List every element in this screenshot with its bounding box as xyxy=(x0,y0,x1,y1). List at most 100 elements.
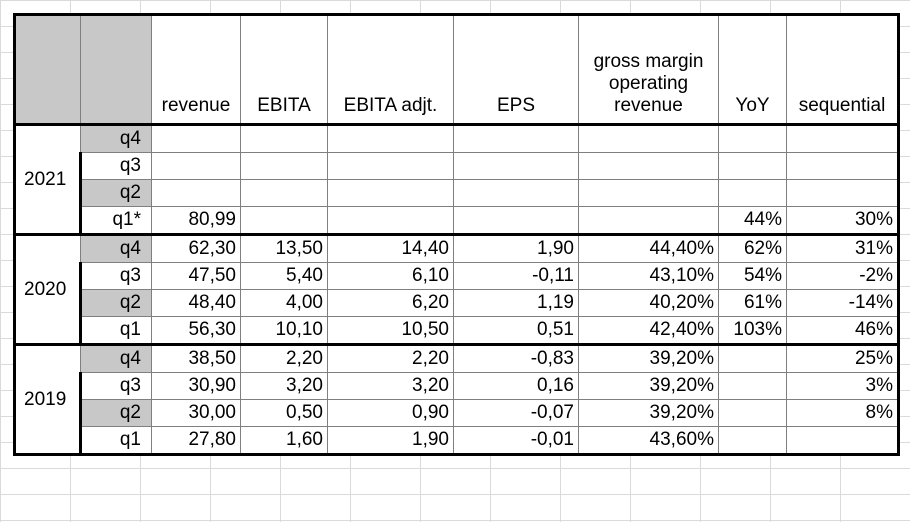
revenue-cell[interactable]: 27,80 xyxy=(151,426,241,456)
gross-margin-cell[interactable]: 39,20% xyxy=(578,372,719,400)
revenue-cell[interactable] xyxy=(151,123,241,153)
revenue-cell[interactable]: 47,50 xyxy=(151,262,241,290)
eps-cell[interactable]: 0,51 xyxy=(453,316,579,345)
ebita-cell[interactable]: 0,50 xyxy=(240,399,328,427)
eps-cell[interactable]: 1,19 xyxy=(453,289,579,317)
gross-margin-cell[interactable]: 44,40% xyxy=(578,233,719,263)
sequential-cell[interactable] xyxy=(786,152,900,180)
ebita-cell[interactable] xyxy=(240,179,328,207)
year-cell[interactable]: 2019 xyxy=(13,343,81,455)
quarter-cell[interactable]: q4 xyxy=(80,123,152,153)
ebita-adjt-cell[interactable] xyxy=(327,123,454,153)
gross-margin-cell[interactable]: 43,10% xyxy=(578,262,719,290)
quarter-cell[interactable]: q1 xyxy=(79,316,152,345)
revenue-cell[interactable] xyxy=(151,179,241,207)
ebita-cell[interactable] xyxy=(240,152,328,180)
sequential-cell[interactable] xyxy=(786,179,900,207)
ebita-cell[interactable]: 5,40 xyxy=(240,262,328,290)
header-sequential[interactable]: sequential xyxy=(786,14,900,125)
gross-margin-cell[interactable] xyxy=(578,206,719,235)
ebita-cell[interactable] xyxy=(240,123,328,153)
yoy-cell[interactable] xyxy=(718,179,787,207)
gross-margin-cell[interactable]: 40,20% xyxy=(578,289,719,317)
revenue-cell[interactable] xyxy=(151,152,241,180)
yoy-cell[interactable]: 54% xyxy=(718,262,787,290)
revenue-cell[interactable]: 62,30 xyxy=(151,233,241,263)
yoy-cell[interactable]: 103% xyxy=(718,316,787,345)
yoy-cell[interactable]: 61% xyxy=(718,289,787,317)
header-ebita-adjt[interactable]: EBITA adjt. xyxy=(327,14,454,125)
yoy-cell[interactable] xyxy=(718,343,787,373)
quarter-cell[interactable]: q2 xyxy=(79,289,152,317)
header-year-cell[interactable] xyxy=(13,14,81,125)
sequential-cell[interactable]: -14% xyxy=(786,289,900,317)
header-quarter-cell[interactable] xyxy=(80,14,152,125)
ebita-cell[interactable]: 4,00 xyxy=(240,289,328,317)
quarter-cell[interactable]: q3 xyxy=(79,372,152,400)
gross-margin-cell[interactable]: 43,60% xyxy=(578,426,719,456)
revenue-cell[interactable]: 48,40 xyxy=(151,289,241,317)
yoy-cell[interactable] xyxy=(718,399,787,427)
ebita-adjt-cell[interactable]: 0,90 xyxy=(327,399,454,427)
quarter-cell[interactable]: q3 xyxy=(79,152,152,180)
eps-cell[interactable] xyxy=(453,123,579,153)
sequential-cell[interactable]: 30% xyxy=(786,206,900,235)
sequential-cell[interactable] xyxy=(786,426,900,456)
eps-cell[interactable]: 0,16 xyxy=(453,372,579,400)
yoy-cell[interactable] xyxy=(718,152,787,180)
ebita-adjt-cell[interactable]: 3,20 xyxy=(327,372,454,400)
sequential-cell[interactable]: 46% xyxy=(786,316,900,345)
yoy-cell[interactable]: 62% xyxy=(718,233,787,263)
ebita-cell[interactable]: 2,20 xyxy=(240,343,328,373)
gross-margin-cell[interactable]: 39,20% xyxy=(578,343,719,373)
yoy-cell[interactable] xyxy=(718,372,787,400)
ebita-adjt-cell[interactable]: 1,90 xyxy=(327,426,454,456)
ebita-adjt-cell[interactable]: 6,10 xyxy=(327,262,454,290)
sequential-cell[interactable]: 3% xyxy=(786,372,900,400)
sequential-cell[interactable] xyxy=(786,123,900,153)
yoy-cell[interactable]: 44% xyxy=(718,206,787,235)
header-yoy[interactable]: YoY xyxy=(718,14,787,125)
ebita-adjt-cell[interactable] xyxy=(327,152,454,180)
ebita-cell[interactable]: 1,60 xyxy=(240,426,328,456)
quarter-cell[interactable]: q1* xyxy=(79,206,152,235)
revenue-cell[interactable]: 80,99 xyxy=(151,206,241,235)
yoy-cell[interactable] xyxy=(718,426,787,456)
year-cell[interactable]: 2020 xyxy=(13,233,81,345)
eps-cell[interactable] xyxy=(453,152,579,180)
ebita-adjt-cell[interactable]: 2,20 xyxy=(327,343,454,373)
quarter-cell[interactable]: q3 xyxy=(79,262,152,290)
year-cell[interactable]: 2021 xyxy=(13,123,81,235)
sequential-cell[interactable]: -2% xyxy=(786,262,900,290)
ebita-adjt-cell[interactable]: 10,50 xyxy=(327,316,454,345)
eps-cell[interactable] xyxy=(453,206,579,235)
quarter-cell[interactable]: q1 xyxy=(79,426,152,456)
gross-margin-cell[interactable] xyxy=(578,123,719,153)
ebita-cell[interactable]: 3,20 xyxy=(240,372,328,400)
ebita-adjt-cell[interactable] xyxy=(327,206,454,235)
ebita-adjt-cell[interactable] xyxy=(327,179,454,207)
yoy-cell[interactable] xyxy=(718,123,787,153)
gross-margin-cell[interactable]: 42,40% xyxy=(578,316,719,345)
header-eps[interactable]: EPS xyxy=(453,14,579,125)
quarter-cell[interactable]: q2 xyxy=(79,399,152,427)
header-ebita[interactable]: EBITA xyxy=(240,14,328,125)
eps-cell[interactable]: -0,07 xyxy=(453,399,579,427)
gross-margin-cell[interactable] xyxy=(578,179,719,207)
ebita-cell[interactable]: 13,50 xyxy=(240,233,328,263)
header-gross-margin[interactable]: gross margin operating revenue xyxy=(578,14,719,125)
sequential-cell[interactable]: 25% xyxy=(786,343,900,373)
sequential-cell[interactable]: 8% xyxy=(786,399,900,427)
quarter-cell[interactable]: q4 xyxy=(80,343,152,373)
sequential-cell[interactable]: 31% xyxy=(786,233,900,263)
header-revenue[interactable]: revenue xyxy=(151,14,241,125)
revenue-cell[interactable]: 30,00 xyxy=(151,399,241,427)
eps-cell[interactable]: -0,11 xyxy=(453,262,579,290)
eps-cell[interactable]: -0,01 xyxy=(453,426,579,456)
quarter-cell[interactable]: q2 xyxy=(79,179,152,207)
revenue-cell[interactable]: 56,30 xyxy=(151,316,241,345)
ebita-adjt-cell[interactable]: 6,20 xyxy=(327,289,454,317)
ebita-cell[interactable] xyxy=(240,206,328,235)
quarter-cell[interactable]: q4 xyxy=(80,233,152,263)
gross-margin-cell[interactable]: 39,20% xyxy=(578,399,719,427)
